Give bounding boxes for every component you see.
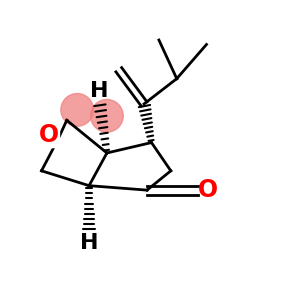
Text: O: O	[198, 178, 218, 202]
Text: O: O	[39, 123, 59, 147]
Circle shape	[61, 94, 94, 126]
Text: H: H	[90, 81, 109, 100]
Circle shape	[91, 100, 123, 132]
Text: H: H	[80, 233, 98, 253]
